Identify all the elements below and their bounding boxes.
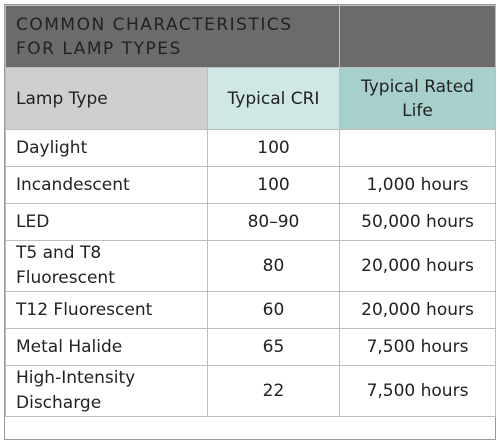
table-title-line-2: FOR LAMP TYPES (16, 38, 182, 59)
header-lamp-type: Lamp Type (5, 67, 208, 130)
table-title-line-1: COMMON CHARACTERISTICS (16, 14, 293, 35)
table-title-row: COMMON CHARACTERISTICS FOR LAMP TYPES (5, 5, 496, 68)
lamp-characteristics-table-container: COMMON CHARACTERISTICS FOR LAMP TYPES La… (4, 4, 496, 440)
table-row: T5 and T8 Fluorescent 80 20,000 hours (5, 240, 496, 292)
cell-lamp-type: Metal Halide (5, 328, 208, 366)
cell-cri: 60 (207, 291, 340, 329)
table-row: Metal Halide 65 7,500 hours (5, 328, 496, 366)
cell-cri: 100 (207, 129, 340, 167)
table-header-row: Lamp Type Typical CRI Typical Rated Life (5, 67, 496, 130)
cell-rated-life: 7,500 hours (339, 365, 496, 417)
table-row: Incandescent 100 1,000 hours (5, 166, 496, 204)
cell-rated-life: 1,000 hours (339, 166, 496, 204)
table-row: High-Intensity Discharge 22 7,500 hours (5, 365, 496, 417)
cell-lamp-type: Daylight (5, 129, 208, 167)
cell-rated-life: 20,000 hours (339, 240, 496, 292)
table-title-empty-cell (339, 5, 496, 68)
cell-rated-life: 7,500 hours (339, 328, 496, 366)
lamp-characteristics-table: COMMON CHARACTERISTICS FOR LAMP TYPES La… (5, 5, 496, 417)
cell-lamp-type: High-Intensity Discharge (5, 365, 208, 417)
header-typical-cri: Typical CRI (207, 67, 340, 130)
cell-lamp-type: T5 and T8 Fluorescent (5, 240, 208, 292)
cell-rated-life: 50,000 hours (339, 203, 496, 241)
cell-cri: 80 (207, 240, 340, 292)
table-row: T12 Fluorescent 60 20,000 hours (5, 291, 496, 329)
cell-lamp-type: LED (5, 203, 208, 241)
table-row: LED 80–90 50,000 hours (5, 203, 496, 241)
cell-lamp-type: Incandescent (5, 166, 208, 204)
cell-lamp-type: T12 Fluorescent (5, 291, 208, 329)
cell-rated-life (339, 129, 496, 167)
header-typical-rated-life: Typical Rated Life (339, 67, 496, 130)
cell-cri: 65 (207, 328, 340, 366)
cell-cri: 22 (207, 365, 340, 417)
table-row: Daylight 100 (5, 129, 496, 167)
cell-rated-life: 20,000 hours (339, 291, 496, 329)
table-title: COMMON CHARACTERISTICS FOR LAMP TYPES (5, 5, 340, 68)
cell-cri: 100 (207, 166, 340, 204)
cell-cri: 80–90 (207, 203, 340, 241)
